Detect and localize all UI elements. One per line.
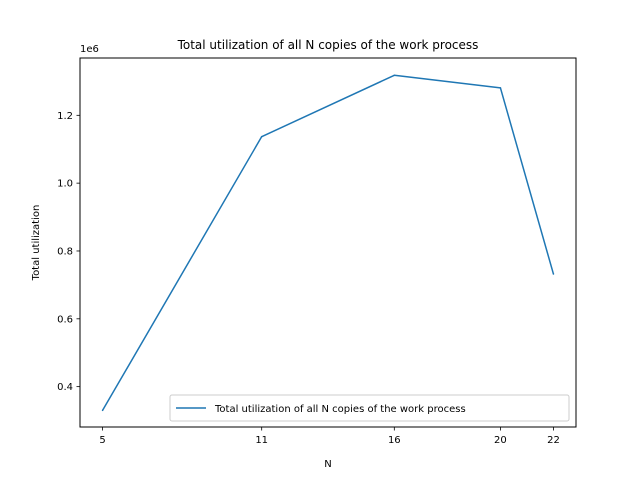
y-tick-label: 0.4 bbox=[57, 382, 73, 393]
x-tick-label: 22 bbox=[547, 435, 560, 446]
data-point bbox=[499, 87, 502, 89]
data-point bbox=[393, 74, 396, 77]
data-point bbox=[260, 135, 263, 138]
y-tick-label: 1.0 bbox=[57, 179, 73, 190]
y-offset-label: 1e6 bbox=[80, 44, 99, 55]
chart-title: Total utilization of all N copies of the… bbox=[177, 38, 479, 52]
x-tick-label: 5 bbox=[99, 435, 105, 446]
series-line bbox=[101, 74, 555, 411]
x-tick-label: 11 bbox=[255, 435, 268, 446]
data-point bbox=[552, 273, 555, 275]
y-axis-label: Total utilization bbox=[31, 205, 42, 282]
y-tick-label: 0.8 bbox=[57, 246, 73, 257]
y-tick-label: 1.2 bbox=[57, 111, 73, 122]
x-tick-label: 16 bbox=[388, 435, 401, 446]
x-axis-label: N bbox=[324, 459, 331, 470]
legend-entry-label: Total utilization of all N copies of the… bbox=[214, 404, 466, 415]
plot-area bbox=[101, 74, 555, 412]
y-tick-label: 0.6 bbox=[57, 314, 73, 325]
data-point bbox=[101, 409, 104, 412]
legend-box bbox=[169, 394, 570, 422]
legend: Total utilization of all N copies of the… bbox=[169, 394, 570, 422]
plot-frame bbox=[79, 57, 577, 428]
x-tick-label: 20 bbox=[494, 435, 507, 446]
